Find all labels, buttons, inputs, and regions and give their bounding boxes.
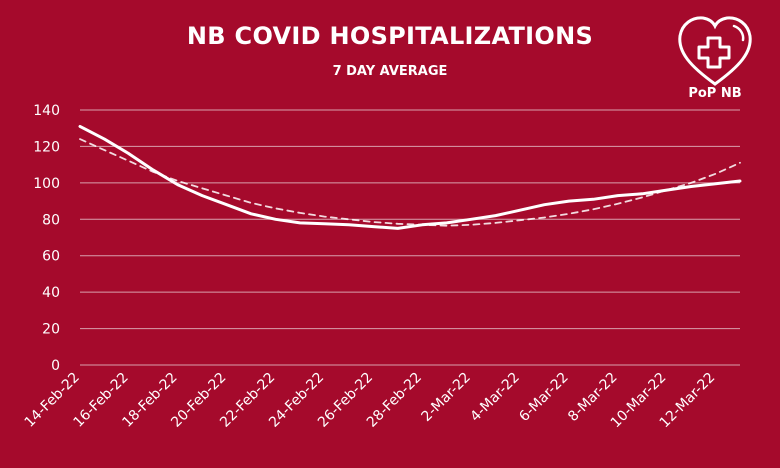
y-tick-label: 120 [33, 139, 60, 155]
chart-subtitle: 7 DAY AVERAGE [332, 64, 448, 79]
series-line-trend [79, 138, 741, 227]
chart-title: NB COVID HOSPITALIZATIONS [186, 22, 594, 50]
y-tick-label: 80 [42, 212, 60, 228]
y-tick-label: 60 [42, 249, 60, 265]
y-tick-label: 20 [42, 322, 60, 338]
y-tick-label: 140 [33, 103, 60, 119]
y-tick-label: 100 [33, 176, 60, 192]
x-tick-label: 6-Mar-22 [516, 370, 571, 425]
x-tick-label: 2-Mar-22 [419, 370, 474, 425]
heart-medical-cross-icon [678, 16, 752, 86]
logo-label: PoP NB [688, 86, 742, 101]
y-tick-label: 40 [42, 285, 60, 301]
series-line-average [78, 124, 742, 230]
x-tick-label: 4-Mar-22 [467, 370, 522, 425]
y-tick-label: 0 [51, 358, 60, 374]
